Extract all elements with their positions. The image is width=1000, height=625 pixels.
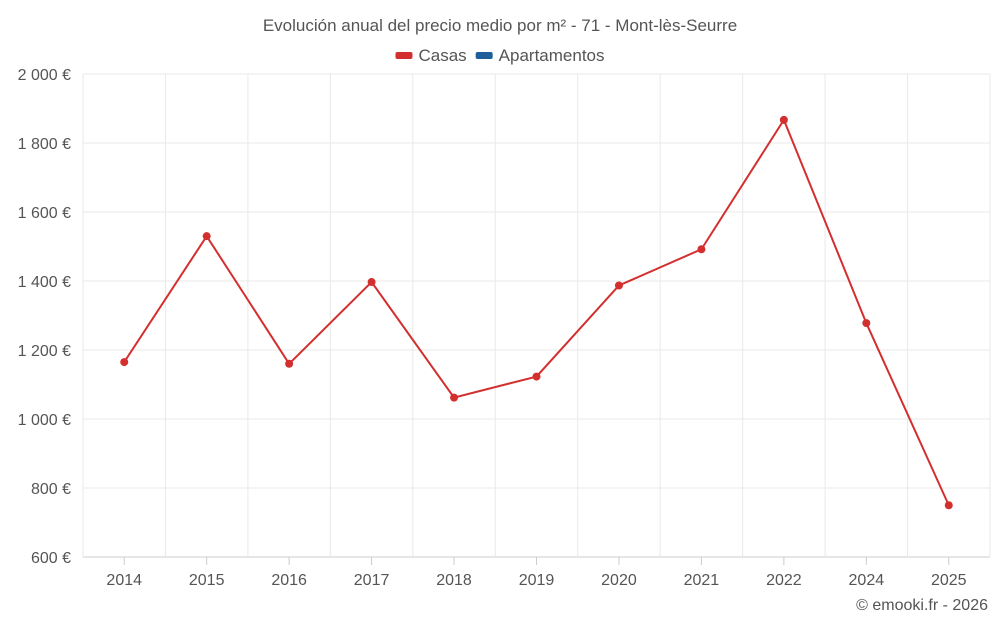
chart-title: Evolución anual del precio medio por m² … xyxy=(263,16,737,35)
legend-item-apartamentos[interactable]: Apartamentos xyxy=(475,46,605,65)
y-tick-label: 1 200 € xyxy=(18,343,71,360)
y-axis: 600 € 800 € 1 000 € 1 200 € 1 400 € 1 600 € 1 … xyxy=(18,67,71,567)
y-tick-label: 1 000 € xyxy=(18,412,71,429)
data-point[interactable] xyxy=(367,278,376,287)
x-tick-label: 2024 xyxy=(849,572,885,589)
data-point[interactable] xyxy=(862,319,871,328)
data-point[interactable] xyxy=(202,232,211,241)
data-point[interactable] xyxy=(285,359,294,368)
legend-label: Casas xyxy=(418,46,466,65)
legend-swatch xyxy=(475,52,493,59)
chart-legend: Casas Apartamentos xyxy=(395,46,605,65)
x-tick-label: 2021 xyxy=(684,572,720,589)
y-tick-label: 1 400 € xyxy=(18,274,71,291)
x-tick-label: 2022 xyxy=(766,572,802,589)
y-tick-label: 600 € xyxy=(31,550,71,567)
data-point[interactable] xyxy=(120,358,129,367)
legend-swatch xyxy=(395,52,413,59)
x-tick-label: 2019 xyxy=(519,572,555,589)
chart-grid xyxy=(82,73,991,558)
legend-item-casas[interactable]: Casas xyxy=(395,46,467,65)
x-tick-label: 2016 xyxy=(271,572,307,589)
x-tick-label: 2015 xyxy=(189,572,225,589)
chart-series xyxy=(120,115,953,510)
data-point[interactable] xyxy=(697,245,706,254)
x-tick-label: 2025 xyxy=(931,572,967,589)
y-tick-label: 1 600 € xyxy=(18,205,71,222)
y-tick-label: 2 000 € xyxy=(18,67,71,84)
x-tick-label: 2020 xyxy=(601,572,637,589)
footer-credit: © emooki.fr - 2026 xyxy=(856,597,988,614)
y-tick-label: 1 800 € xyxy=(18,136,71,153)
x-tick-label: 2014 xyxy=(106,572,142,589)
data-point[interactable] xyxy=(944,501,953,510)
data-point[interactable] xyxy=(779,115,788,124)
y-tick-label: 800 € xyxy=(31,481,71,498)
x-axis: 2014 2015 2016 2017 2018 2019 2020 2021 2022 2024… xyxy=(106,557,967,589)
data-point[interactable] xyxy=(614,281,623,290)
x-tick-label: 2018 xyxy=(436,572,472,589)
x-tick-label: 2017 xyxy=(354,572,390,589)
legend-label: Apartamentos xyxy=(499,46,605,65)
data-point[interactable] xyxy=(450,393,459,402)
data-point[interactable] xyxy=(532,372,541,381)
